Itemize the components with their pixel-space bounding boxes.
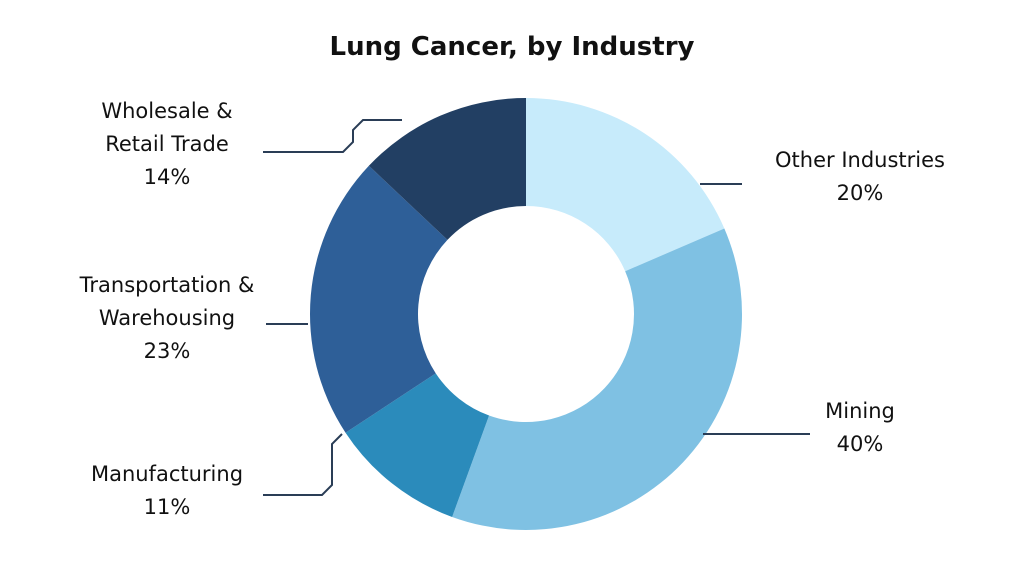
- slice-name: Warehousing: [99, 306, 235, 330]
- slice-label: Other Industries 20%: [775, 148, 945, 205]
- leader-line: [263, 433, 343, 496]
- pie-slice: [345, 373, 490, 517]
- slice-name: Mining: [825, 399, 895, 423]
- slice-name: Manufacturing: [91, 462, 243, 486]
- slice-percent: 40%: [837, 432, 884, 456]
- slice-name: Retail Trade: [105, 132, 229, 156]
- leader-line: [263, 119, 402, 153]
- slice-percent: 23%: [144, 339, 191, 363]
- slice-percent: 14%: [144, 165, 191, 189]
- slice-name: Wholesale &: [101, 99, 232, 123]
- slice-percent: 11%: [144, 495, 191, 519]
- slice-name: Transportation &: [79, 273, 255, 297]
- slice-percent: 20%: [837, 181, 884, 205]
- slice-label: Transportation & Warehousing 23%: [79, 273, 255, 363]
- pie-slice: [452, 228, 742, 530]
- slice-label: Mining 40%: [825, 399, 895, 456]
- chart-title: Lung Cancer, by Industry: [329, 32, 695, 62]
- pie-slice: [368, 98, 526, 240]
- pie-slice: [310, 165, 448, 433]
- slice-label: Manufacturing 11%: [91, 462, 243, 519]
- slice-label: Wholesale & Retail Trade 14%: [101, 99, 232, 189]
- pie-slice: [526, 98, 725, 272]
- slice-name: Other Industries: [775, 148, 945, 172]
